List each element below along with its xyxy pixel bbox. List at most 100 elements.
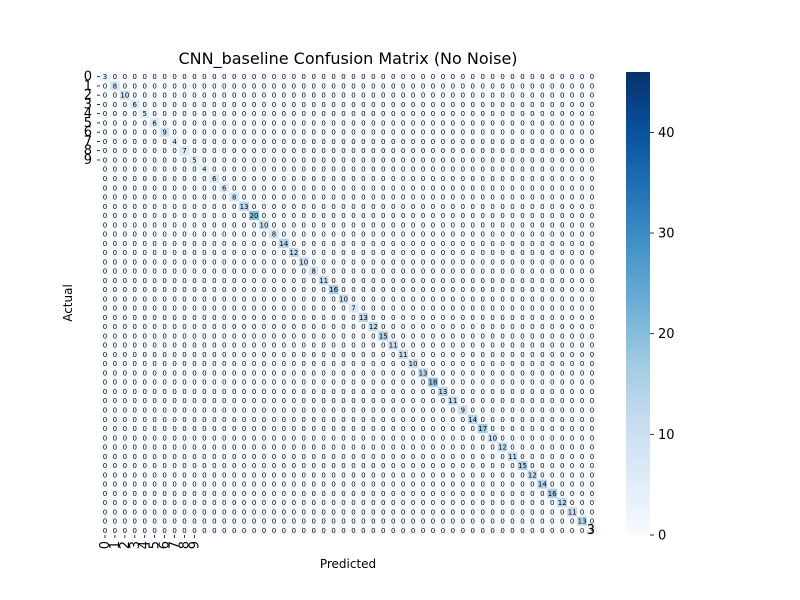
heatmap-cell: [209, 109, 220, 119]
heatmap-cell: [487, 99, 498, 110]
cell-value-label: 0: [182, 175, 186, 183]
heatmap-cell: [467, 303, 478, 313]
cell-value-label: 0: [133, 481, 137, 489]
cell-value-label: 0: [421, 397, 425, 405]
cell-value-label: 0: [490, 166, 494, 174]
heatmap-cell: [100, 433, 110, 443]
heatmap-cell: [368, 340, 379, 350]
heatmap-cell: [428, 331, 439, 341]
heatmap-cell: [348, 146, 359, 156]
heatmap-cell: [378, 460, 389, 471]
heatmap-cell: [378, 247, 389, 258]
cell-value-label: 0: [311, 82, 315, 90]
cell-value-label: 0: [202, 360, 206, 368]
cell-value-label: 0: [510, 166, 514, 174]
cell-value-label: 0: [182, 462, 186, 470]
cell-value-label: 0: [212, 490, 216, 498]
cell-value-label: 0: [321, 156, 325, 164]
heatmap-cell: [229, 146, 240, 156]
cell-value-label: 0: [292, 240, 296, 248]
cell-value-label: 0: [311, 379, 315, 387]
cell-value-label: 0: [421, 462, 425, 470]
cell-value-label: 0: [381, 82, 385, 90]
cell-value-label: 0: [540, 388, 544, 396]
cell-value-label: 0: [540, 147, 544, 155]
cell-value-label: 0: [391, 434, 395, 442]
heatmap-cell: [457, 72, 468, 82]
cell-value-label: 0: [142, 82, 146, 90]
cell-value-label: 0: [292, 203, 296, 211]
heatmap-cell: [388, 442, 399, 452]
cell-value-label: 0: [451, 444, 455, 452]
heatmap-cell: [477, 331, 488, 341]
cell-value-label: 0: [590, 184, 594, 192]
cell-value-label: 0: [580, 240, 584, 248]
cell-value-label: 0: [570, 425, 574, 433]
heatmap-cell: [318, 331, 329, 341]
cell-value-label: 0: [520, 203, 524, 211]
cell-value-label: 0: [162, 231, 166, 239]
heatmap-cell: [418, 396, 429, 406]
heatmap-cell: [288, 312, 299, 323]
cell-value-label: 0: [142, 194, 146, 202]
heatmap-cell: [477, 155, 488, 165]
heatmap-cell: [517, 359, 528, 369]
cell-value-label: 0: [212, 82, 216, 90]
cell-value-label: 0: [152, 305, 156, 313]
cell-value-label: 0: [311, 369, 315, 377]
cell-value-label: 0: [480, 268, 484, 276]
cell-value-label: 0: [152, 138, 156, 146]
cell-value-label: 0: [242, 481, 246, 489]
heatmap-cell: [447, 479, 458, 489]
heatmap-cell: [378, 303, 389, 313]
heatmap-cell: [278, 405, 289, 415]
cell-value-label: 0: [580, 203, 584, 211]
heatmap-cell: [199, 525, 210, 536]
cell-value-label: 0: [152, 194, 156, 202]
heatmap-cell: [199, 238, 210, 248]
cell-value-label: 0: [341, 323, 345, 331]
cell-value-label: 0: [391, 82, 395, 90]
heatmap-cell: [298, 72, 309, 82]
cell-value-label: 0: [262, 184, 266, 192]
heatmap-cell: [268, 247, 279, 258]
heatmap-cell: [557, 479, 568, 489]
heatmap-cell: [229, 192, 240, 202]
heatmap-cell: [457, 99, 468, 110]
heatmap-cell: [587, 433, 598, 443]
heatmap-cell: [268, 507, 279, 517]
heatmap-cell: [547, 192, 558, 202]
heatmap-cell: [368, 423, 379, 434]
cell-value-label: 0: [252, 249, 256, 257]
heatmap-cell: [487, 210, 498, 221]
heatmap-cell: [199, 210, 210, 221]
heatmap-cell: [139, 451, 150, 461]
cell-value-label: 0: [560, 305, 564, 313]
heatmap-cell: [527, 173, 538, 184]
cell-value-label: 0: [381, 360, 385, 368]
cell-value-label: 0: [391, 101, 395, 109]
heatmap-cell: [408, 303, 419, 313]
cell-value-label: 0: [520, 240, 524, 248]
cell-value-label: 0: [580, 351, 584, 359]
cell-value-label: 0: [540, 332, 544, 340]
heatmap-cell: [587, 118, 598, 128]
heatmap-cell: [278, 136, 289, 147]
cell-value-label: 0: [212, 212, 216, 220]
heatmap-cell: [259, 238, 270, 248]
cell-value-label: 0: [480, 129, 484, 137]
cell-value-label: 0: [550, 369, 554, 377]
heatmap-cell: [368, 294, 379, 304]
cell-value-label: 0: [103, 499, 107, 507]
heatmap-cell: [527, 312, 538, 323]
cell-value-label: 0: [520, 379, 524, 387]
heatmap-cell: [149, 525, 160, 536]
heatmap-cell: [537, 257, 548, 267]
heatmap-cell: [358, 312, 369, 323]
heatmap-cell: [298, 516, 309, 526]
heatmap-cell: [378, 72, 389, 82]
heatmap-cell: [577, 516, 588, 526]
cell-value-label: 0: [461, 444, 465, 452]
heatmap-cell: [119, 294, 130, 304]
heatmap-cell: [129, 451, 140, 461]
